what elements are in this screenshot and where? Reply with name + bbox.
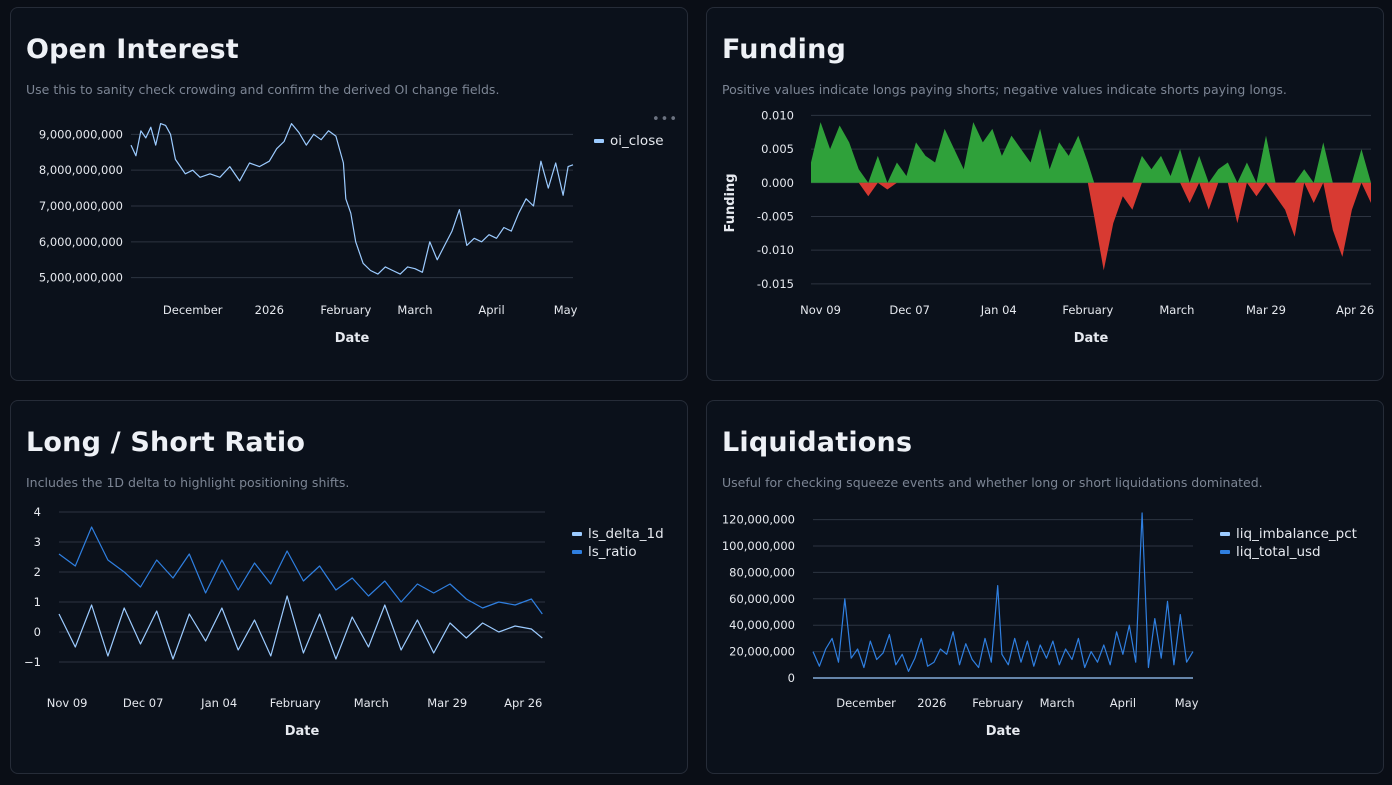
y-tick-label: 1 <box>34 595 41 609</box>
panel-subtitle: Useful for checking squeeze events and w… <box>722 475 1263 490</box>
y-axis-title: Funding <box>723 173 738 232</box>
x-tick-label: Dec 07 <box>889 303 930 317</box>
y-tick-label: 4 <box>34 505 41 519</box>
x-tick-label: Apr 26 <box>504 696 542 710</box>
open-interest-panel: Open Interest Use this to sanity check c… <box>10 7 688 381</box>
panel-title: Long / Short Ratio <box>26 427 306 458</box>
panel-subtitle: Use this to sanity check crowding and co… <box>26 82 500 97</box>
legend-item-liq-total[interactable]: liq_total_usd <box>1220 543 1357 561</box>
y-tick-label: 120,000,000 <box>722 513 795 527</box>
y-tick-label: -0.015 <box>757 277 794 291</box>
panel-title: Funding <box>722 34 847 65</box>
series-line-ls-ratio <box>58 526 543 615</box>
legend-item-ls-delta[interactable]: ls_delta_1d <box>572 525 664 543</box>
more-options-icon[interactable]: ••• <box>652 112 679 127</box>
y-tick-label: 9,000,000,000 <box>39 127 123 141</box>
legend-label: ls_delta_1d <box>588 526 664 542</box>
legend-item-liq-imbalance[interactable]: liq_imbalance_pct <box>1220 525 1357 543</box>
x-axis-title: Date <box>986 724 1021 739</box>
panel-title: Open Interest <box>26 34 239 65</box>
open-interest-chart: 5,000,000,000 6,000,000,000 7,000,000,000 8… <box>39 122 578 346</box>
y-tick-label: 5,000,000,000 <box>39 271 123 285</box>
x-tick-label: 2026 <box>255 303 284 317</box>
legend-swatch <box>572 532 582 536</box>
x-tick-label: April <box>478 303 504 317</box>
x-tick-label: Nov 09 <box>800 303 841 317</box>
y-tick-label: 20,000,000 <box>729 645 795 659</box>
series-line-liq-total-usd <box>812 512 1194 672</box>
x-tick-label: Jan 04 <box>980 303 1017 317</box>
y-tick-label: 0.000 <box>761 176 794 190</box>
legend-swatch <box>1220 532 1230 536</box>
funding-negative-area <box>811 182 1371 271</box>
x-tick-label: March <box>1040 696 1075 710</box>
chart-legend: ls_delta_1d ls_ratio <box>572 525 664 561</box>
x-tick-label: May <box>554 303 578 317</box>
y-tick-label: 2 <box>34 565 41 579</box>
legend-item-oi-close[interactable]: oi_close <box>594 132 664 150</box>
x-axis-title: Date <box>285 724 320 739</box>
liquidations-panel: Liquidations Useful for checking squeeze… <box>706 400 1384 774</box>
long-short-panel: Long / Short Ratio Includes the 1D delta… <box>10 400 688 774</box>
x-tick-label: March <box>354 696 389 710</box>
x-tick-label: February <box>320 303 371 317</box>
y-tick-label: 60,000,000 <box>729 592 795 606</box>
y-tick-label: 0.005 <box>761 142 794 156</box>
funding-chart: -0.015 -0.010 -0.005 0.000 0.005 0.010 Nov 09 D… <box>723 108 1374 346</box>
legend-label: oi_close <box>610 133 664 149</box>
y-tick-label: 3 <box>34 535 41 549</box>
y-tick-label: 6,000,000,000 <box>39 235 123 249</box>
y-tick-label: 40,000,000 <box>729 618 795 632</box>
x-axis-title: Date <box>1074 331 1109 346</box>
x-tick-label: February <box>270 696 321 710</box>
x-tick-label: Jan 04 <box>200 696 237 710</box>
long-short-chart: −1 0 1 2 3 4 Nov 09 Dec 07 Jan 04 February March Ma… <box>24 505 545 739</box>
x-tick-label: Apr 26 <box>1336 303 1374 317</box>
x-tick-label: March <box>397 303 432 317</box>
x-axis-title: Date <box>335 331 370 346</box>
y-tick-label: 8,000,000,000 <box>39 163 123 177</box>
liquidations-chart: 0 20,000,000 40,000,000 60,000,000 80,000,00… <box>722 512 1199 739</box>
y-tick-label: 0 <box>788 671 795 685</box>
legend-label: liq_total_usd <box>1236 544 1321 560</box>
series-line-oi-close <box>130 122 574 275</box>
x-tick-label: 2026 <box>917 696 946 710</box>
legend-label: liq_imbalance_pct <box>1236 526 1357 542</box>
series-line-ls-delta-1d <box>58 595 543 660</box>
funding-panel: Funding Positive values indicate longs p… <box>706 7 1384 381</box>
y-tick-label: 80,000,000 <box>729 565 795 579</box>
x-tick-label: Mar 29 <box>1246 303 1286 317</box>
x-tick-label: April <box>1110 696 1136 710</box>
y-tick-label: 7,000,000,000 <box>39 199 123 213</box>
chart-legend: liq_imbalance_pct liq_total_usd <box>1220 525 1357 561</box>
chart-legend: oi_close <box>594 132 664 150</box>
legend-swatch <box>1220 550 1230 554</box>
y-tick-label: 0 <box>34 625 41 639</box>
y-tick-label: 100,000,000 <box>722 539 795 553</box>
x-tick-label: February <box>972 696 1023 710</box>
x-tick-label: Dec 07 <box>123 696 164 710</box>
panel-subtitle: Positive values indicate longs paying sh… <box>722 82 1287 97</box>
panel-title: Liquidations <box>722 427 913 458</box>
x-tick-label: May <box>1175 696 1199 710</box>
y-tick-label: -0.005 <box>757 209 794 223</box>
legend-swatch <box>594 139 604 143</box>
x-tick-label: Mar 29 <box>427 696 467 710</box>
y-tick-label: -0.010 <box>757 243 794 257</box>
x-tick-label: February <box>1062 303 1113 317</box>
legend-item-ls-ratio[interactable]: ls_ratio <box>572 543 664 561</box>
x-tick-label: Nov 09 <box>47 696 88 710</box>
panel-subtitle: Includes the 1D delta to highlight posit… <box>26 475 350 490</box>
legend-swatch <box>572 550 582 554</box>
y-tick-label: 0.010 <box>761 108 794 122</box>
x-tick-label: December <box>163 303 223 317</box>
x-tick-label: December <box>836 696 896 710</box>
x-tick-label: March <box>1159 303 1194 317</box>
legend-label: ls_ratio <box>588 544 637 560</box>
funding-positive-area <box>811 122 1371 183</box>
y-tick-label: −1 <box>24 655 41 669</box>
